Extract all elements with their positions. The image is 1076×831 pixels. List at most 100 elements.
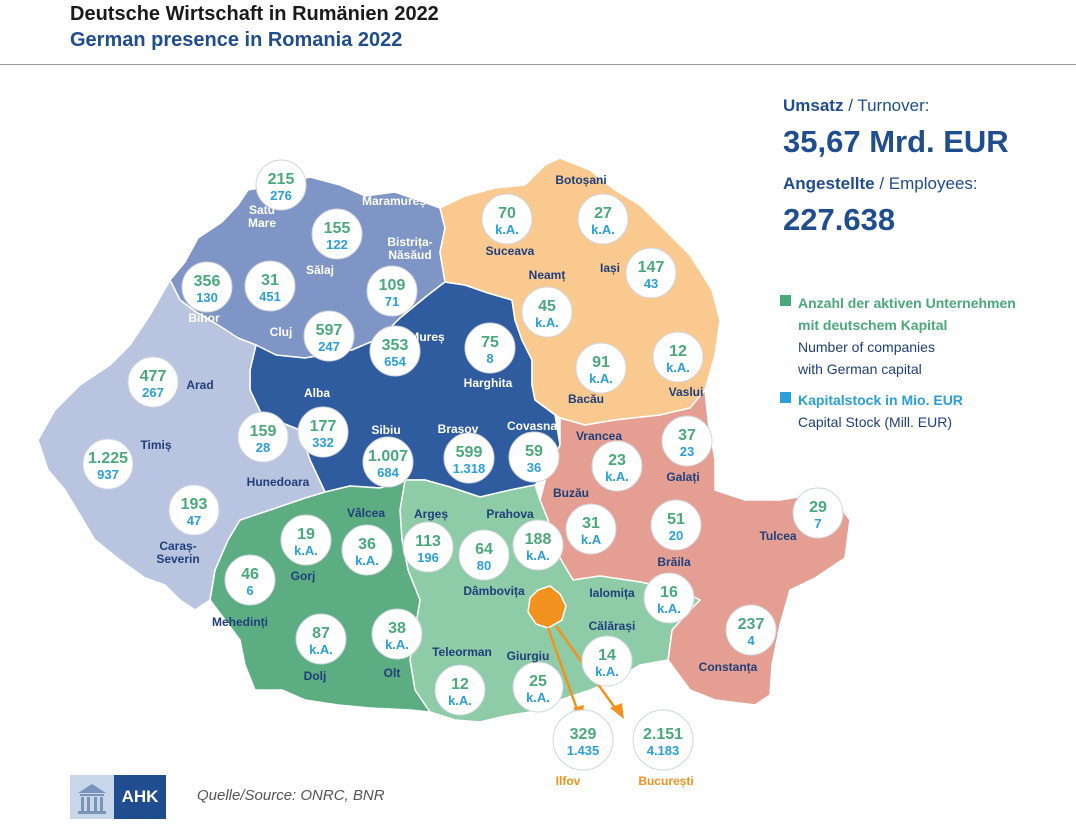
county-label-prahova: Prahova [486, 507, 534, 521]
bubble-circle-covasna [508, 431, 560, 483]
bubble-circle-gorj [280, 514, 332, 566]
capital-value-vaslui: k.A. [666, 360, 690, 375]
county-label-bucuresti: București [638, 774, 693, 788]
companies-value-cluj: 597 [316, 322, 343, 339]
bubble-circle-teleorman [434, 664, 486, 716]
legend-green-swatch [780, 295, 791, 306]
companies-value-vrancea: 23 [608, 452, 626, 469]
county-label-salaj: Sălaj [306, 263, 334, 277]
bubble-circle-tulcea [792, 487, 844, 539]
bubble-circle-ialomita [643, 572, 695, 624]
county-label-harghita: Harghita [464, 376, 513, 390]
companies-value-bacau: 91 [592, 354, 610, 371]
county-bubble-mehedinti: 466 [224, 554, 276, 606]
legend-companies-de-1: Anzahl der aktiven Unternehmen [798, 295, 1016, 311]
county-label-ialomita: Ialomița [589, 586, 635, 600]
companies-value-hunedoara: 159 [250, 423, 277, 440]
source-note: Quelle/Source: ONRC, BNR [197, 787, 385, 804]
bubble-circle-prahova [512, 519, 564, 571]
county-label-satu-mare: Satu Mare [248, 203, 276, 230]
companies-value-brasov: 599 [456, 444, 483, 461]
bubble-circle-suceava [481, 193, 533, 245]
county-label-vaslui: Vaslui [669, 385, 704, 399]
capital-value-iasi: 43 [644, 276, 658, 291]
companies-value-galati: 37 [678, 427, 696, 444]
capital-value-arges: 196 [417, 550, 439, 565]
county-bubble-valcea: 36k.A. [341, 524, 393, 576]
county-bubble-teleorman: 12k.A. [434, 664, 486, 716]
employees-label: Angestellte / Employees: [783, 174, 978, 193]
county-label-iasi: Iași [600, 261, 620, 275]
capital-value-salaj: 451 [259, 289, 281, 304]
legend-companies-de-2: mit deutschem Kapital [798, 317, 948, 333]
bubble-circle-botosani [577, 193, 629, 245]
county-bubble-neamt: 45k.A. [521, 286, 573, 338]
county-bubble-olt: 38k.A. [371, 608, 423, 660]
county-label-dambovita: Dâmbovița [463, 584, 525, 598]
capital-value-bucuresti: 4.183 [647, 743, 680, 758]
county-label-maramures: Maramureș [362, 194, 426, 208]
bubble-circle-iasi [625, 247, 677, 299]
companies-value-tulcea: 29 [809, 499, 827, 516]
county-label-covasna: Covasna [507, 419, 557, 433]
county-label-vrancea: Vrancea [576, 429, 622, 443]
bubble-circle-vaslui [652, 331, 704, 383]
county-bubble-vaslui: 12k.A. [652, 331, 704, 383]
county-label-buzau: Buzău [553, 486, 589, 500]
bubble-circle-constanta [725, 604, 777, 656]
county-label-gorj: Gorj [291, 569, 316, 583]
region-bucharest-ilfov [527, 585, 567, 629]
bubble-circle-olt [371, 608, 423, 660]
county-bubble-botosani: 27k.A. [577, 193, 629, 245]
legend-blue-swatch [780, 392, 791, 403]
companies-value-iasi: 147 [638, 259, 665, 276]
bubble-circle-maramures [311, 208, 363, 260]
capital-value-suceava: k.A. [495, 222, 519, 237]
companies-value-olt: 38 [388, 620, 406, 637]
capital-value-maramures: 122 [326, 237, 348, 252]
turnover-label: Umsatz / Turnover: [783, 96, 930, 115]
capital-value-timis: 937 [97, 467, 119, 482]
capital-value-buzau: k.A [581, 532, 602, 547]
capital-value-arad: 267 [142, 385, 164, 400]
capital-value-harghita: 8 [486, 351, 493, 366]
county-label-sibiu: Sibiu [371, 423, 400, 437]
ahk-logo-emblem [70, 775, 114, 819]
county-label-mehedinti: Mehedinți [212, 615, 268, 629]
capital-value-caras-severin: 47 [187, 513, 201, 528]
companies-value-harghita: 75 [481, 334, 499, 351]
bubble-circle-valcea [341, 524, 393, 576]
companies-value-buzau: 31 [582, 515, 600, 532]
capital-value-botosani: k.A. [591, 222, 615, 237]
arrow-ilfov [546, 627, 580, 713]
companies-value-timis: 1.225 [88, 450, 128, 467]
companies-value-arad: 477 [140, 368, 167, 385]
companies-value-bucuresti: 2.151 [643, 726, 683, 743]
legend-companies-en-1: Number of companies [798, 339, 935, 355]
county-bubble-harghita: 758 [464, 322, 516, 374]
companies-value-bihor: 356 [194, 273, 221, 290]
county-label-hunedoara: Hunedoara [247, 475, 310, 489]
bubble-circle-hunedoara [237, 411, 289, 463]
capital-value-tulcea: 7 [814, 516, 821, 531]
capital-value-brasov: 1.318 [453, 461, 486, 476]
companies-value-neamt: 45 [538, 298, 556, 315]
companies-value-prahova: 188 [525, 531, 552, 548]
bubble-circle-galati [661, 415, 713, 467]
companies-value-ilfov: 329 [570, 726, 597, 743]
bubble-circle-salaj [244, 260, 296, 312]
companies-value-sibiu: 1.007 [368, 448, 408, 465]
companies-value-teleorman: 12 [451, 676, 469, 693]
